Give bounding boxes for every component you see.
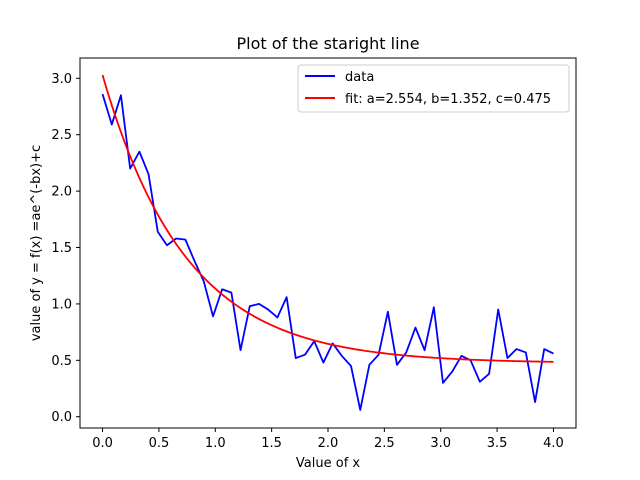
series-line-fit bbox=[101, 74, 554, 363]
legend-label-fit: fit: a=2.554, b=1.352, c=0.475 bbox=[345, 92, 551, 107]
y-axis-ticks: 0.0 0.5 1.0 1.5 2.0 2.5 3.0 bbox=[51, 72, 80, 425]
series-layer bbox=[101, 74, 554, 411]
y-tick-label: 2.5 bbox=[51, 128, 72, 143]
series-line-data bbox=[101, 93, 554, 411]
x-tick-label: 3.0 bbox=[430, 436, 451, 451]
x-axis-label: Value of x bbox=[296, 456, 360, 471]
y-tick-label: 0.5 bbox=[51, 354, 72, 369]
chart-title: Plot of the staright line bbox=[236, 34, 419, 53]
x-tick-label: 0.0 bbox=[92, 436, 113, 451]
y-tick-label: 1.5 bbox=[51, 241, 72, 256]
x-axis-ticks: 0.0 0.5 1.0 1.5 2.0 2.5 3.0 3.5 4.0 bbox=[92, 428, 564, 451]
y-tick-label: 3.0 bbox=[51, 72, 72, 87]
y-tick-label: 0.0 bbox=[51, 410, 72, 425]
y-tick-label: 1.0 bbox=[51, 297, 72, 312]
legend: data fit: a=2.554, b=1.352, c=0.475 bbox=[297, 64, 570, 113]
legend-label-data: data bbox=[345, 70, 374, 85]
legend-box bbox=[297, 64, 570, 113]
x-tick-label: 1.5 bbox=[261, 436, 282, 451]
plot-frame bbox=[79, 57, 577, 429]
y-axis-label: value of y = f(x) =ae^(-bx)+c bbox=[29, 145, 44, 341]
x-tick-label: 1.0 bbox=[205, 436, 226, 451]
x-tick-label: 3.5 bbox=[487, 436, 508, 451]
x-tick-label: 4.0 bbox=[543, 436, 564, 451]
plot-area bbox=[80, 58, 576, 428]
x-tick-label: 2.5 bbox=[374, 436, 395, 451]
x-tick-label: 0.5 bbox=[149, 436, 170, 451]
x-tick-label: 2.0 bbox=[318, 436, 339, 451]
y-tick-label: 2.0 bbox=[51, 185, 72, 200]
